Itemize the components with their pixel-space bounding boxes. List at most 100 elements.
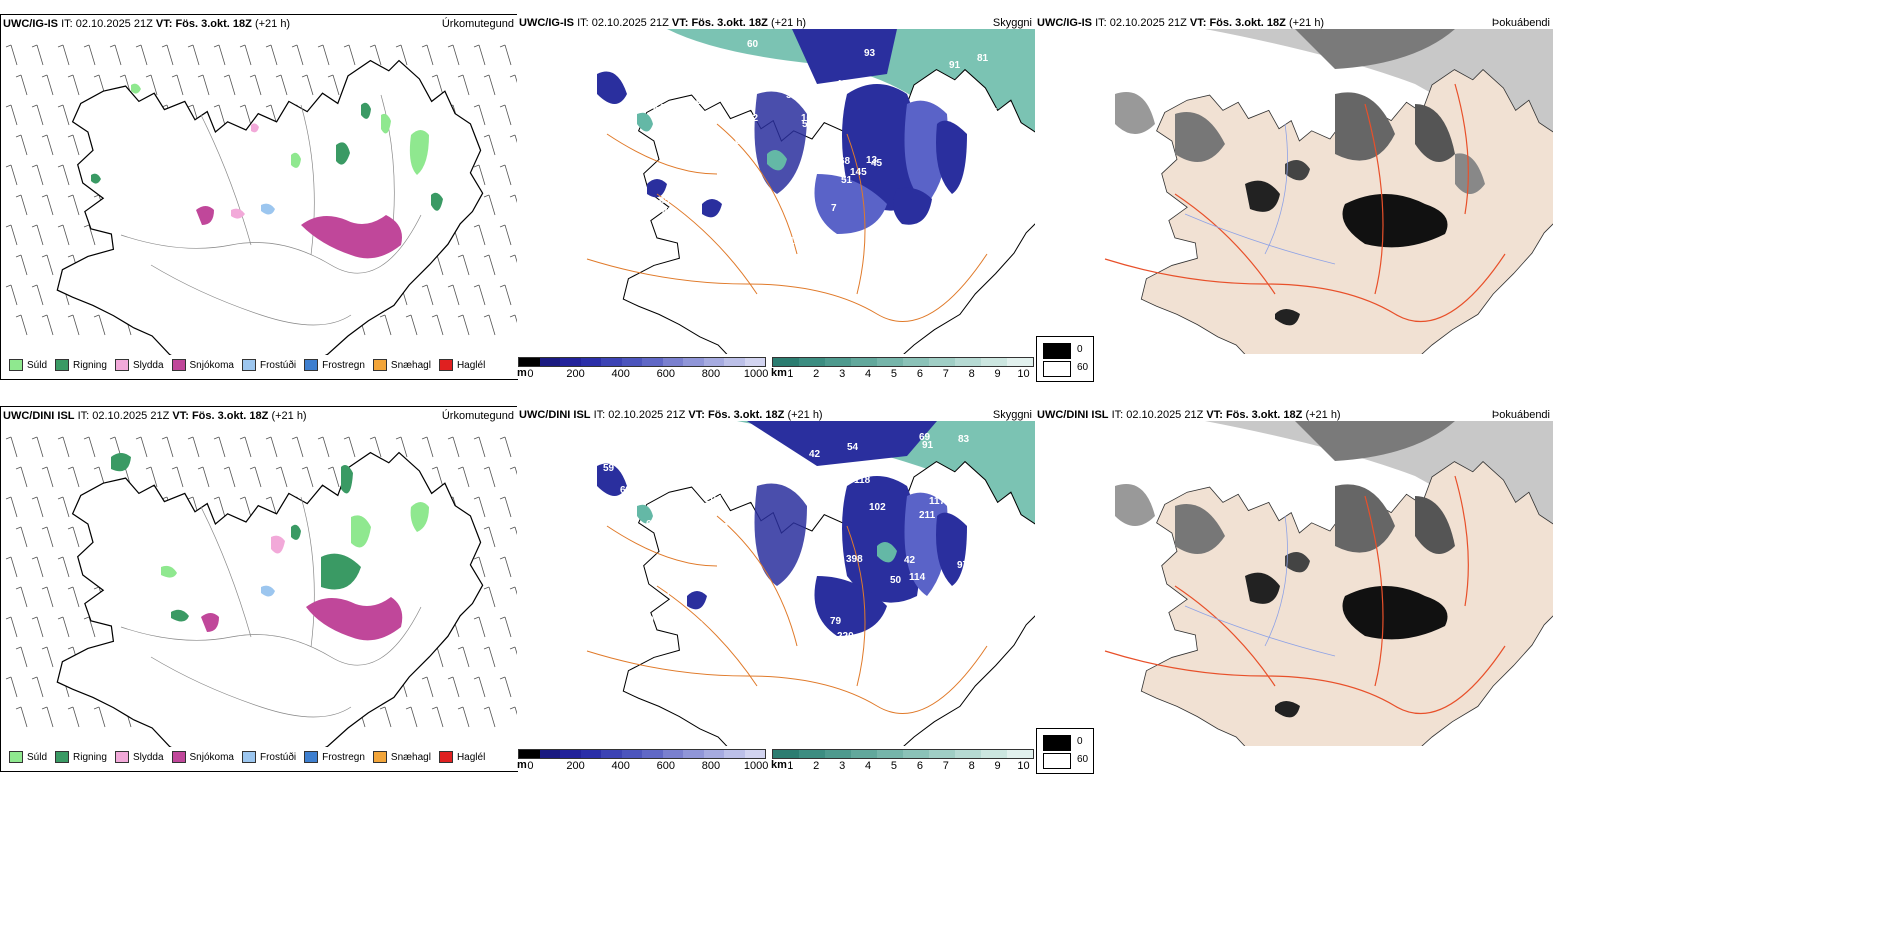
wind-barb: [379, 314, 392, 336]
colorbar-step: [621, 750, 642, 758]
cloud-panel-top: UWC/IG-IS IT: 02.10.2025 21Z VT: Fös. 3.…: [517, 14, 1035, 378]
colorbar-step: [519, 750, 540, 758]
legend-label: Haglél: [456, 751, 486, 763]
cloud-base-value: 59: [938, 201, 950, 212]
wind-barb: [67, 706, 80, 728]
wind-barb: [5, 224, 18, 246]
cloud-base-value: 16: [789, 236, 801, 247]
wind-barb: [15, 466, 28, 488]
legend-label: Frostregn: [322, 359, 365, 371]
wind-barb: [15, 254, 28, 276]
colorbar-step: [724, 750, 745, 758]
cloud-base-value: 61: [926, 76, 938, 87]
cloud-base-value: 11: [685, 512, 696, 523]
colorbar-step: [981, 358, 1007, 366]
wind-barb: [447, 44, 460, 66]
wind-barb: [483, 586, 496, 608]
cloud-base-value: 13: [866, 155, 878, 166]
cloud-base-labels: 9794194179852042182132202113989166102795…: [587, 425, 982, 642]
panel-title: UWC/DINI ISL IT: 02.10.2025 21Z VT: Fös.…: [519, 409, 823, 421]
legend-swatch: [9, 359, 23, 371]
colorbar-step: [642, 358, 663, 366]
colorbar-tick: 5: [890, 368, 898, 380]
legend-label: Snæhagl: [390, 359, 431, 371]
cloud-base-value: 82: [662, 206, 674, 217]
wind-barb: [457, 254, 470, 276]
cloud-base-value: 48: [673, 430, 685, 441]
cloud-base-value: 81: [977, 53, 989, 64]
legend-swatch: [304, 751, 319, 763]
wind-barb: [15, 646, 28, 668]
wind-barb: [67, 314, 80, 336]
cloud-base-value: 54: [835, 482, 847, 493]
cloud-base-value: 68: [839, 156, 851, 167]
wind-barb: [161, 44, 174, 66]
wind-barb: [213, 496, 226, 518]
fog-rivers: [1184, 515, 1336, 657]
colorbar-step: [773, 750, 799, 758]
colorbar-step: [580, 750, 601, 758]
cloud-base-value: 45: [659, 195, 671, 206]
cloud-base-labels: 88 95 91 62 46 75 54 51 56 56 61 82 42 38 45 7.98 60 67 68…: [599, 39, 998, 247]
wind-barb: [457, 646, 470, 668]
fog-panel-bottom: UWC/DINI ISL IT: 02.10.2025 21Z VT: Fös.…: [1035, 406, 1553, 770]
colorbar-step: [580, 358, 601, 366]
cloud-base-value: 79: [692, 620, 704, 631]
cloud-base-value: 54: [745, 69, 757, 80]
legend-swatch: [171, 359, 186, 371]
wind-barb: [5, 44, 18, 66]
cloud-base-value: 77: [916, 613, 928, 624]
cloud-base-value: 99: [742, 125, 754, 136]
cloud-base-value: 61: [646, 519, 658, 530]
wind-barb: [275, 466, 288, 488]
cloud-base-value: 75: [635, 227, 647, 238]
wind-barb: [483, 194, 496, 216]
panel-title: UWC/IG-IS IT: 02.10.2025 21Z VT: Fös. 3.…: [519, 17, 807, 29]
panel-name: Skyggni: [992, 409, 1032, 421]
legend-label: Slydda: [132, 359, 164, 371]
cloud-base-value: 93: [864, 48, 876, 59]
colorbar-tick: 1000: [743, 760, 769, 772]
legend-label: Snjókoma: [189, 359, 234, 371]
wind-barb: [317, 44, 330, 66]
wind-barb: [83, 44, 96, 66]
precip-legend: Súld Rigning Slydda Snjókoma Frostúði Frostre…: [1, 751, 485, 763]
legend-label: Snjókoma: [189, 751, 234, 763]
cloud-base-value: 211: [919, 510, 936, 521]
visibility-colorbar-bottom: 1 2 3 4 5 6 7 8 9 10 km: [771, 749, 1034, 773]
legend-label: Rigning: [73, 751, 107, 763]
wind-barb: [499, 556, 512, 578]
cloud-base-value: 56: [708, 94, 720, 105]
cloud-base-value: 213: [864, 465, 881, 476]
wind-barb: [509, 526, 517, 536]
wind-barb: [31, 164, 44, 186]
cloud-panel-bottom: UWC/DINI ISL IT: 02.10.2025 21Z VT: Fös.…: [517, 406, 1035, 770]
wind-barb: [93, 706, 106, 728]
legend-label: Rigning: [73, 359, 107, 371]
colorbar-tick: 0: [527, 760, 534, 772]
wind-barb: [135, 44, 148, 66]
wind-barb: [15, 194, 28, 216]
colorbar-tick: 2: [813, 368, 820, 380]
wind-barb: [197, 466, 210, 488]
colorbar-tick: 6: [916, 368, 923, 380]
wind-barb: [31, 676, 44, 698]
cloud-base-value: 59: [617, 187, 629, 198]
cloud-base-value: 44: [674, 221, 686, 232]
wind-barb: [83, 436, 96, 458]
wind-barb: [473, 616, 486, 638]
wind-barb: [509, 134, 517, 144]
cloud-base-value: 58: [970, 570, 982, 581]
wind-barb: [31, 224, 44, 246]
wind-barb: [473, 164, 486, 186]
wind-barb: [473, 496, 486, 518]
wind-barb: [15, 586, 28, 608]
colorbar-step: [825, 750, 851, 758]
fog-map: [1035, 29, 1553, 354]
wind-barb: [499, 104, 512, 126]
wind-barb: [197, 74, 210, 96]
wind-barb: [327, 74, 340, 96]
wind-barb: [457, 314, 470, 336]
cloud-base-value: 82: [743, 197, 755, 208]
wind-barb: [41, 74, 54, 96]
